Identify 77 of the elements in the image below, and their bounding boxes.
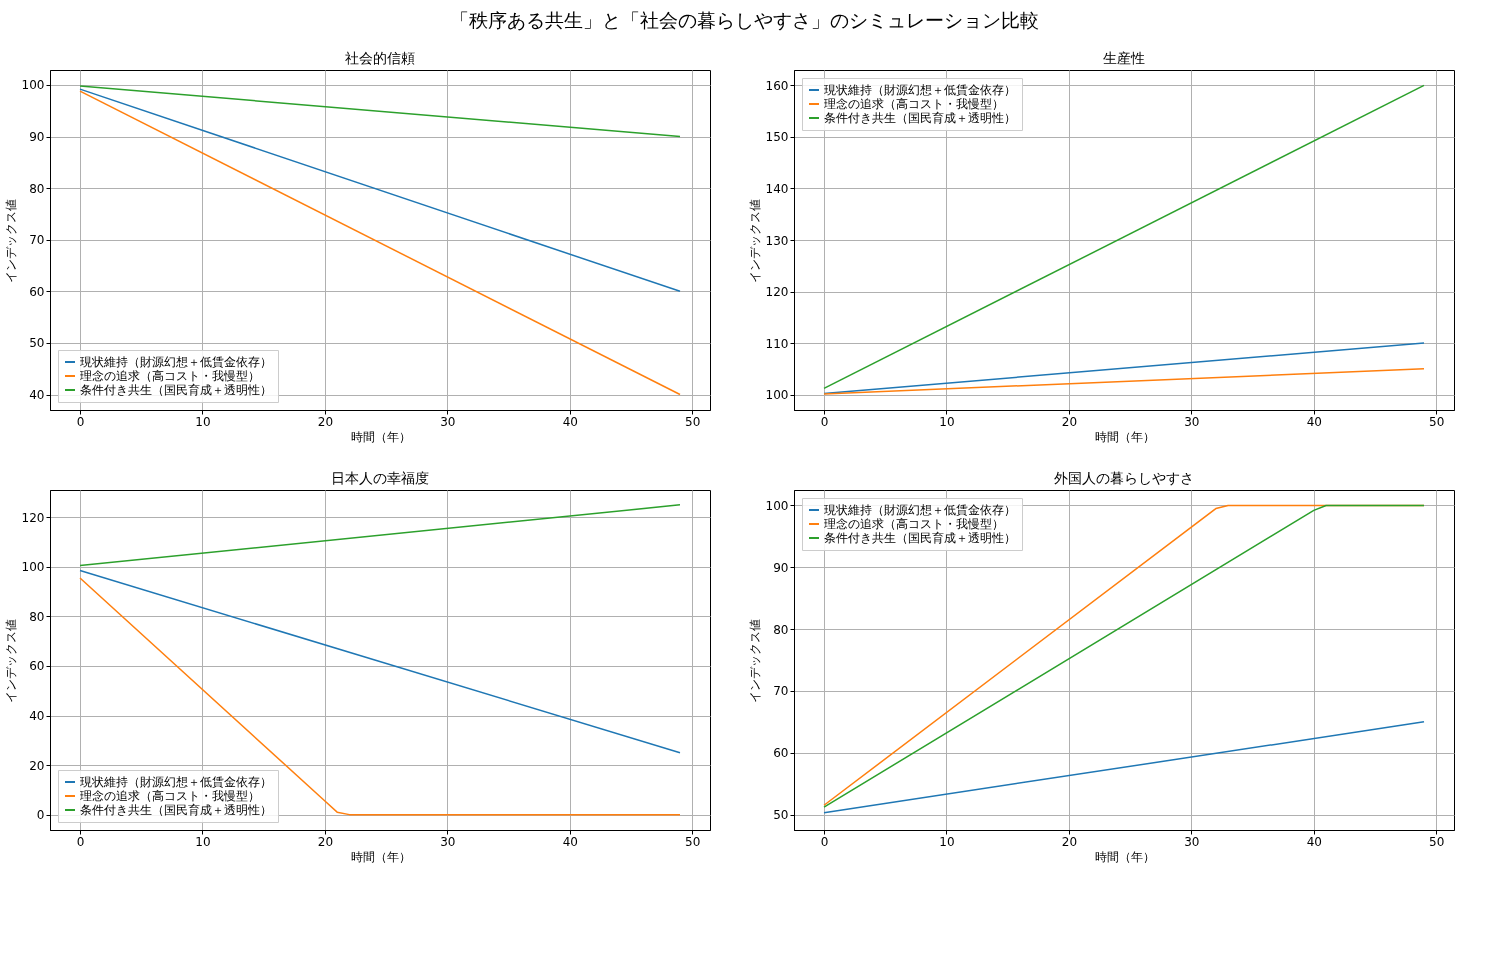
y-tick-label: 100 <box>765 388 789 403</box>
x-tick-label: 40 <box>562 414 578 429</box>
y-tick-label: 70 <box>773 684 789 699</box>
line-series <box>79 577 681 816</box>
y-tick-label: 80 <box>29 609 45 624</box>
legend-label: 条件付き共生（国民育成＋透明性） <box>80 383 272 397</box>
y-tick-label: 80 <box>773 622 789 637</box>
x-axis-title: 時間（年） <box>1094 849 1155 864</box>
y-tick-label: 60 <box>29 659 45 674</box>
y-axis-title: インデックス値 <box>747 198 762 283</box>
x-tick-label: 10 <box>939 834 955 849</box>
legend-label: 現状維持（財源幻想＋低賃金依存） <box>824 503 1016 517</box>
x-tick-label: 40 <box>1306 834 1322 849</box>
x-tick-label: 50 <box>1429 414 1445 429</box>
x-axis-title: 時間（年） <box>350 429 411 444</box>
legend-label: 現状維持（財源幻想＋低賃金依存） <box>80 775 272 789</box>
x-tick-label: 50 <box>1429 834 1445 849</box>
legend-label: 理念の追求（高コスト・我慢型） <box>824 517 1004 531</box>
legend-label: 現状維持（財源幻想＋低賃金依存） <box>80 355 272 369</box>
y-tick-label: 50 <box>773 808 789 823</box>
y-tick-label: 130 <box>765 233 789 248</box>
y-tick-label: 60 <box>29 284 45 299</box>
y-tick-label: 140 <box>765 181 789 196</box>
y-tick-label: 90 <box>773 560 789 575</box>
x-tick-label: 20 <box>317 834 334 849</box>
x-tick-label: 10 <box>939 414 955 429</box>
text: 「秩序ある共生」と「社会の暮らしやすさ」のシミュレーション比較 <box>449 8 1040 33</box>
y-tick-label: 100 <box>21 78 45 93</box>
legend-label: 理念の追求（高コスト・我慢型） <box>80 789 260 803</box>
x-tick-label: 0 <box>76 414 85 429</box>
x-tick-label: 0 <box>76 834 85 849</box>
y-tick-label: 120 <box>765 285 789 300</box>
y-tick-label: 90 <box>29 130 45 145</box>
chart-title: 社会的信頼 <box>345 50 415 66</box>
x-tick-label: 40 <box>1306 414 1322 429</box>
x-tick-label: 0 <box>820 414 829 429</box>
x-tick-label: 50 <box>685 834 701 849</box>
y-axis-title: インデックス値 <box>747 618 762 703</box>
y-tick-label: 160 <box>765 78 789 93</box>
y-tick-label: 70 <box>29 233 45 248</box>
legend-label: 条件付き共生（国民育成＋透明性） <box>824 111 1016 125</box>
x-tick-label: 50 <box>685 414 701 429</box>
y-tick-label: 50 <box>29 336 45 351</box>
legend-label: 条件付き共生（国民育成＋透明性） <box>824 531 1016 545</box>
y-tick-label: 110 <box>765 336 789 351</box>
chart-title: 生産性 <box>1103 50 1145 66</box>
y-axis-title: インデックス値 <box>3 618 18 703</box>
x-tick-label: 30 <box>440 414 456 429</box>
y-tick-label: 40 <box>29 709 45 724</box>
y-tick-label: 40 <box>29 388 45 403</box>
legend-label: 現状維持（財源幻想＋低賃金依存） <box>824 83 1016 97</box>
x-tick-label: 20 <box>317 414 334 429</box>
y-axis-title: インデックス値 <box>3 198 18 283</box>
x-tick-label: 30 <box>1184 834 1200 849</box>
legend-label: 理念の追求（高コスト・我慢型） <box>80 369 260 383</box>
x-tick-label: 30 <box>1184 414 1200 429</box>
x-tick-label: 20 <box>1061 834 1078 849</box>
y-tick-label: 150 <box>765 130 789 145</box>
y-tick-label: 60 <box>773 746 789 761</box>
y-tick-label: 100 <box>765 498 789 513</box>
y-tick-label: 80 <box>29 181 45 196</box>
x-tick-label: 10 <box>195 834 211 849</box>
y-tick-label: 100 <box>21 560 45 575</box>
x-tick-label: 10 <box>195 414 211 429</box>
legend-label: 条件付き共生（国民育成＋透明性） <box>80 803 272 817</box>
y-tick-label: 120 <box>21 510 45 525</box>
y-tick-label: 0 <box>36 808 45 823</box>
x-tick-label: 40 <box>562 834 578 849</box>
x-axis-title: 時間（年） <box>1094 429 1155 444</box>
y-tick-label: 20 <box>29 758 45 773</box>
chart-title: 日本人の幸福度 <box>331 470 429 486</box>
x-tick-label: 20 <box>1061 414 1078 429</box>
chart-title: 外国人の暮らしやすさ <box>1054 470 1194 486</box>
x-tick-label: 0 <box>820 834 829 849</box>
x-axis-title: 時間（年） <box>350 849 411 864</box>
legend-label: 理念の追求（高コスト・我慢型） <box>824 97 1004 111</box>
x-tick-label: 30 <box>440 834 456 849</box>
